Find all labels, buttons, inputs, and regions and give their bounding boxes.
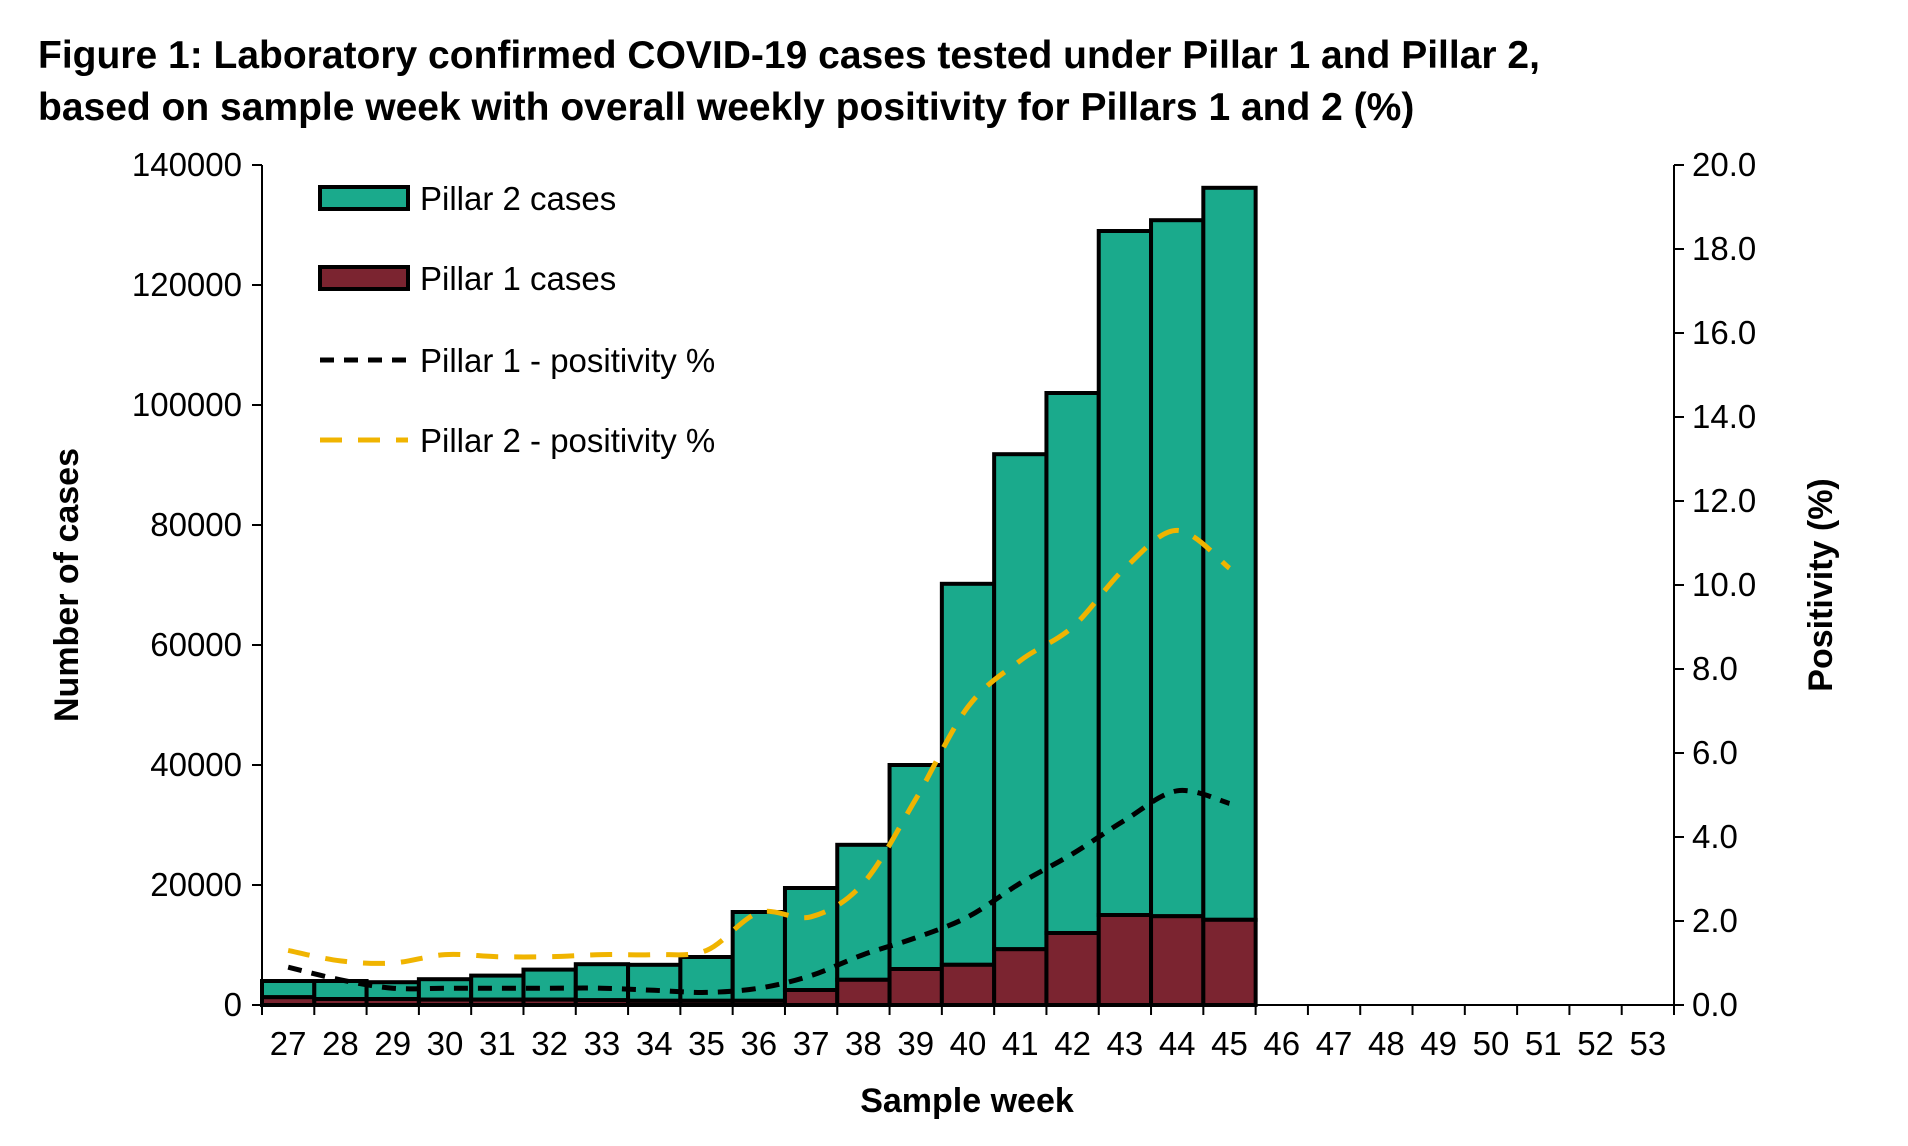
bar-pillar2-week-41	[992, 452, 1049, 952]
y2-tick-label: 14.0	[1692, 398, 1756, 435]
bar-pillar1-week-45	[1201, 917, 1258, 1007]
legend: Pillar 2 cases Pillar 1 cases Pillar 1 - p…	[318, 180, 715, 459]
legend-pillar1-cases-swatch	[318, 265, 410, 291]
lines-layer	[287, 527, 1232, 995]
x-tick-label: 33	[584, 1025, 621, 1062]
bar-pillar1-week-27	[260, 995, 317, 1008]
y-tick-label: 140000	[132, 146, 242, 183]
x-tick-label: 35	[688, 1025, 725, 1062]
bar-pillar1-week-39	[887, 967, 944, 1007]
bars-layer	[260, 185, 1258, 1008]
y-axis-title: Number of cases	[48, 448, 86, 722]
x-tick-label: 51	[1525, 1025, 1562, 1062]
y-tick-label: 120000	[132, 266, 242, 303]
y-tick-label: 60000	[150, 626, 242, 663]
y2-tick-label: 4.0	[1692, 818, 1738, 855]
y2-tick-label: 12.0	[1692, 482, 1756, 519]
x-tick-label: 43	[1107, 1025, 1144, 1062]
bar-pillar2-week-40	[939, 581, 997, 967]
x-tick-label: 31	[479, 1025, 516, 1062]
y2-tick-label: 10.0	[1692, 566, 1756, 603]
bar-pillar2-week-27	[260, 979, 317, 1000]
chart-title-line-1: Figure 1: Laboratory confirmed COVID-19 …	[38, 34, 1540, 77]
y2-tick-label: 8.0	[1692, 650, 1738, 687]
x-tick-label: 37	[793, 1025, 830, 1062]
y-tick-label: 0	[224, 986, 242, 1023]
bar-pillar1-week-44	[1149, 914, 1206, 1008]
x-tick-label: 27	[270, 1025, 307, 1062]
x-tick-label: 32	[531, 1025, 568, 1062]
bar-pillar2-week-33	[573, 962, 631, 1003]
x-tick-label: 40	[950, 1025, 987, 1062]
legend-pillar2-positivity-label: Pillar 2 - positivity %	[420, 422, 715, 459]
bar-pillar2-week-32	[521, 967, 578, 1002]
bar-pillar1-week-42	[1044, 931, 1101, 1007]
line-pillar1-positivity	[287, 787, 1231, 995]
bar-pillar1-week-37	[782, 988, 840, 1007]
x-tick-label: 44	[1159, 1025, 1196, 1062]
bar-pillar2-week-43	[1096, 229, 1154, 917]
y2-tick-label: 0.0	[1692, 986, 1738, 1023]
x-tick-label: 36	[740, 1025, 777, 1062]
legend-pillar2-cases-swatch	[318, 185, 410, 211]
x-tick-label: 48	[1368, 1025, 1405, 1062]
bar-pillar2-week-44	[1149, 218, 1206, 919]
bar-pillar2-week-38	[835, 842, 892, 982]
chart-title-line-2: based on sample week with overall weekly…	[38, 86, 1415, 129]
x-tick-label: 30	[427, 1025, 464, 1062]
x-tick-label: 49	[1420, 1025, 1457, 1062]
x-tick-label: 42	[1054, 1025, 1091, 1062]
bar-pillar2-week-34	[626, 962, 683, 1003]
x-tick-label: 45	[1211, 1025, 1248, 1062]
y2-tick-label: 6.0	[1692, 734, 1738, 771]
legend-pillar2-cases-label: Pillar 2 cases	[420, 180, 616, 217]
x-tick-label: 46	[1263, 1025, 1300, 1062]
x-tick-label: 28	[322, 1025, 359, 1062]
x-tick-label: 53	[1629, 1025, 1666, 1062]
y-tick-label: 40000	[150, 746, 242, 783]
bar-pillar1-week-43	[1096, 913, 1154, 1007]
x-tick-label: 39	[897, 1025, 934, 1062]
x-tick-label: 50	[1473, 1025, 1510, 1062]
y2-tick-label: 16.0	[1692, 314, 1756, 351]
x-axis-title: Sample week	[860, 1082, 1074, 1120]
y2-tick-label: 18.0	[1692, 230, 1756, 267]
bar-pillar1-week-40	[939, 962, 997, 1007]
y2-axis-title: Positivity (%)	[1802, 478, 1840, 691]
y-tick-label: 80000	[150, 506, 242, 543]
x-tick-label: 47	[1316, 1025, 1353, 1062]
y-tick-label: 20000	[150, 866, 242, 903]
x-tick-label: 34	[636, 1025, 673, 1062]
bar-pillar2-week-45	[1201, 185, 1258, 922]
chart-title: Figure 1: Laboratory confirmed COVID-19 …	[38, 30, 1858, 134]
line-pillar2-positivity	[287, 527, 1232, 966]
legend-pillar1-cases-label: Pillar 1 cases	[420, 260, 616, 297]
bar-pillar1-week-41	[992, 947, 1049, 1008]
y-tick-label: 100000	[132, 386, 242, 423]
legend-pillar1-positivity-label: Pillar 1 - positivity %	[420, 342, 715, 379]
axes-layer: 0 20000 40000 60000 80000 100000 120000 140000 0…	[132, 146, 1756, 1062]
y2-tick-label: 2.0	[1692, 902, 1738, 939]
x-tick-label: 52	[1577, 1025, 1614, 1062]
x-tick-label: 41	[1002, 1025, 1039, 1062]
bar-pillar1-week-38	[835, 977, 892, 1007]
x-tick-label: 29	[374, 1025, 411, 1062]
x-tick-label: 38	[845, 1025, 882, 1062]
bar-pillar2-week-37	[782, 886, 840, 992]
y2-tick-label: 20.0	[1692, 146, 1756, 183]
